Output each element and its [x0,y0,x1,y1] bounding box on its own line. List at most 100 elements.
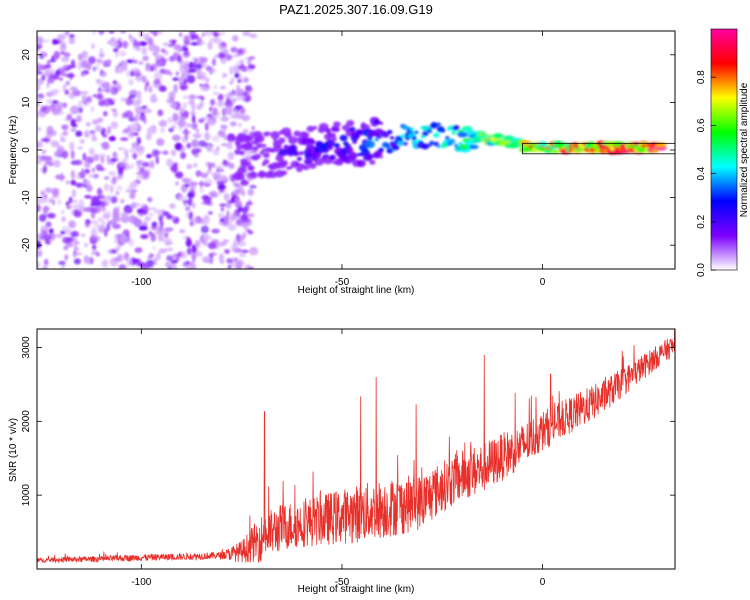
spectrogram-cell [133,42,143,46]
spectrogram-cell [207,211,213,215]
spectrogram-cell [145,132,152,141]
spectrogram-cell [403,141,408,146]
spectrogram-cell [66,113,73,121]
spectrogram-cell [468,144,479,150]
spectrogram-cell [49,104,56,112]
spectrogram-cell [656,142,667,148]
spectrogram-cell [247,165,255,171]
spectrogram-cell [102,213,111,220]
spectrogram-cell [503,135,515,141]
spectrogram-cell [248,171,258,179]
spectrogram-cell [328,132,337,139]
spectrogram-cell [221,58,228,62]
spectrogram-cell [339,134,348,142]
spectrogram-cell [223,159,227,165]
spectrogram-cell [357,129,366,136]
spectrogram-cell [116,66,124,74]
spectrogram-cell [53,50,60,60]
spectrogram-x-axis: -100 -50 0 [131,31,546,288]
spectrogram-cell [158,248,167,254]
spectrogram-cell [120,211,128,218]
spectrogram-cell [231,35,239,42]
spectrogram-cell [91,132,96,140]
spectrogram-cell [185,60,189,68]
spectrogram-cell [148,213,154,217]
spectrogram-cell [83,180,91,186]
spectrogram-cell [188,211,194,220]
spectrogram-cell [196,105,201,111]
spectrogram-cell [89,220,98,224]
spectrogram-cell [48,228,54,234]
spectrogram-cell [219,203,228,207]
spectrogram-cell [60,56,70,63]
spectrogram-cell [97,204,101,214]
spectrogram-cell [381,131,390,138]
spectrogram-cell [178,194,187,202]
spectrogram-cell [228,162,235,169]
spectrogram-cell [218,253,225,262]
spectrogram-cell [37,93,45,99]
spectrogram-cell [240,179,249,186]
spectrogram-cell [111,108,117,112]
spectrogram-cell [69,72,73,81]
spectrogram-cell [62,130,69,136]
spectrogram-cell [240,158,249,165]
spectrogram-cell [136,137,141,145]
spectrogram-cell [132,258,140,264]
spectrogram-cell [151,149,160,158]
spectrogram-cell [188,61,195,69]
spectrogram-cell [179,115,187,121]
colorbar-tick-label: 0.6 [696,118,707,132]
spectrogram-cell [426,128,433,134]
spectrogram-cell [152,63,158,72]
spectrogram-cell [102,196,109,204]
spectrogram-cell [136,175,141,179]
spectrogram-cell [294,151,300,156]
spectrogram-cell [220,124,228,129]
spectrogram-cell [124,208,133,213]
spectrogram-cell [90,212,96,219]
spectrogram-cell [185,123,194,128]
spectrogram-cell [275,154,284,162]
spectrogram-cell [227,265,232,269]
spectrogram-cell [131,89,136,94]
spectrogram-cell [143,108,153,114]
spectrogram-cell [120,97,127,102]
spectrogram-cell [50,89,60,94]
spectrogram-cell [47,76,55,84]
spectrogram-cell [111,98,117,103]
spectrogram-cell [40,138,50,142]
spectrogram-cell [92,66,97,72]
spectrogram-cell [236,53,242,57]
spectrogram-cell [40,190,45,195]
spectrogram-cell [196,251,203,257]
y-tick-label: 10 [21,96,32,108]
spectrogram-cell [88,147,95,155]
spectrogram-cell [77,61,82,71]
spectrogram-cell [193,63,203,70]
spectrogram-cell [421,143,430,150]
spectrogram-cell [197,36,203,46]
spectrogram-cells [37,31,667,269]
spectrogram-cell [280,170,288,176]
spectrogram-cell [205,65,212,72]
spectrogram-cell [205,77,210,83]
spectrogram-cell [164,227,174,232]
spectrogram-cell [158,85,167,92]
spectrogram-cell [451,130,457,135]
spectrogram-cell [45,221,52,228]
spectrogram-cell [244,142,253,149]
spectrogram-cell [129,70,135,77]
spectrogram-cell [128,238,134,247]
spectrogram-cell [206,114,213,118]
spectrogram-cell [222,128,227,132]
spectrogram-cell [135,145,145,152]
snr-y-axis: 1000 2000 3000 [21,336,675,506]
spectrogram-cell [46,99,54,104]
spectrogram-cell [179,65,184,73]
spectrogram-cell [45,160,52,165]
spectrogram-cell [234,72,240,79]
spectrogram-cell [59,51,66,55]
spectrogram-cell [103,176,110,180]
spectrogram-cell [436,122,441,127]
